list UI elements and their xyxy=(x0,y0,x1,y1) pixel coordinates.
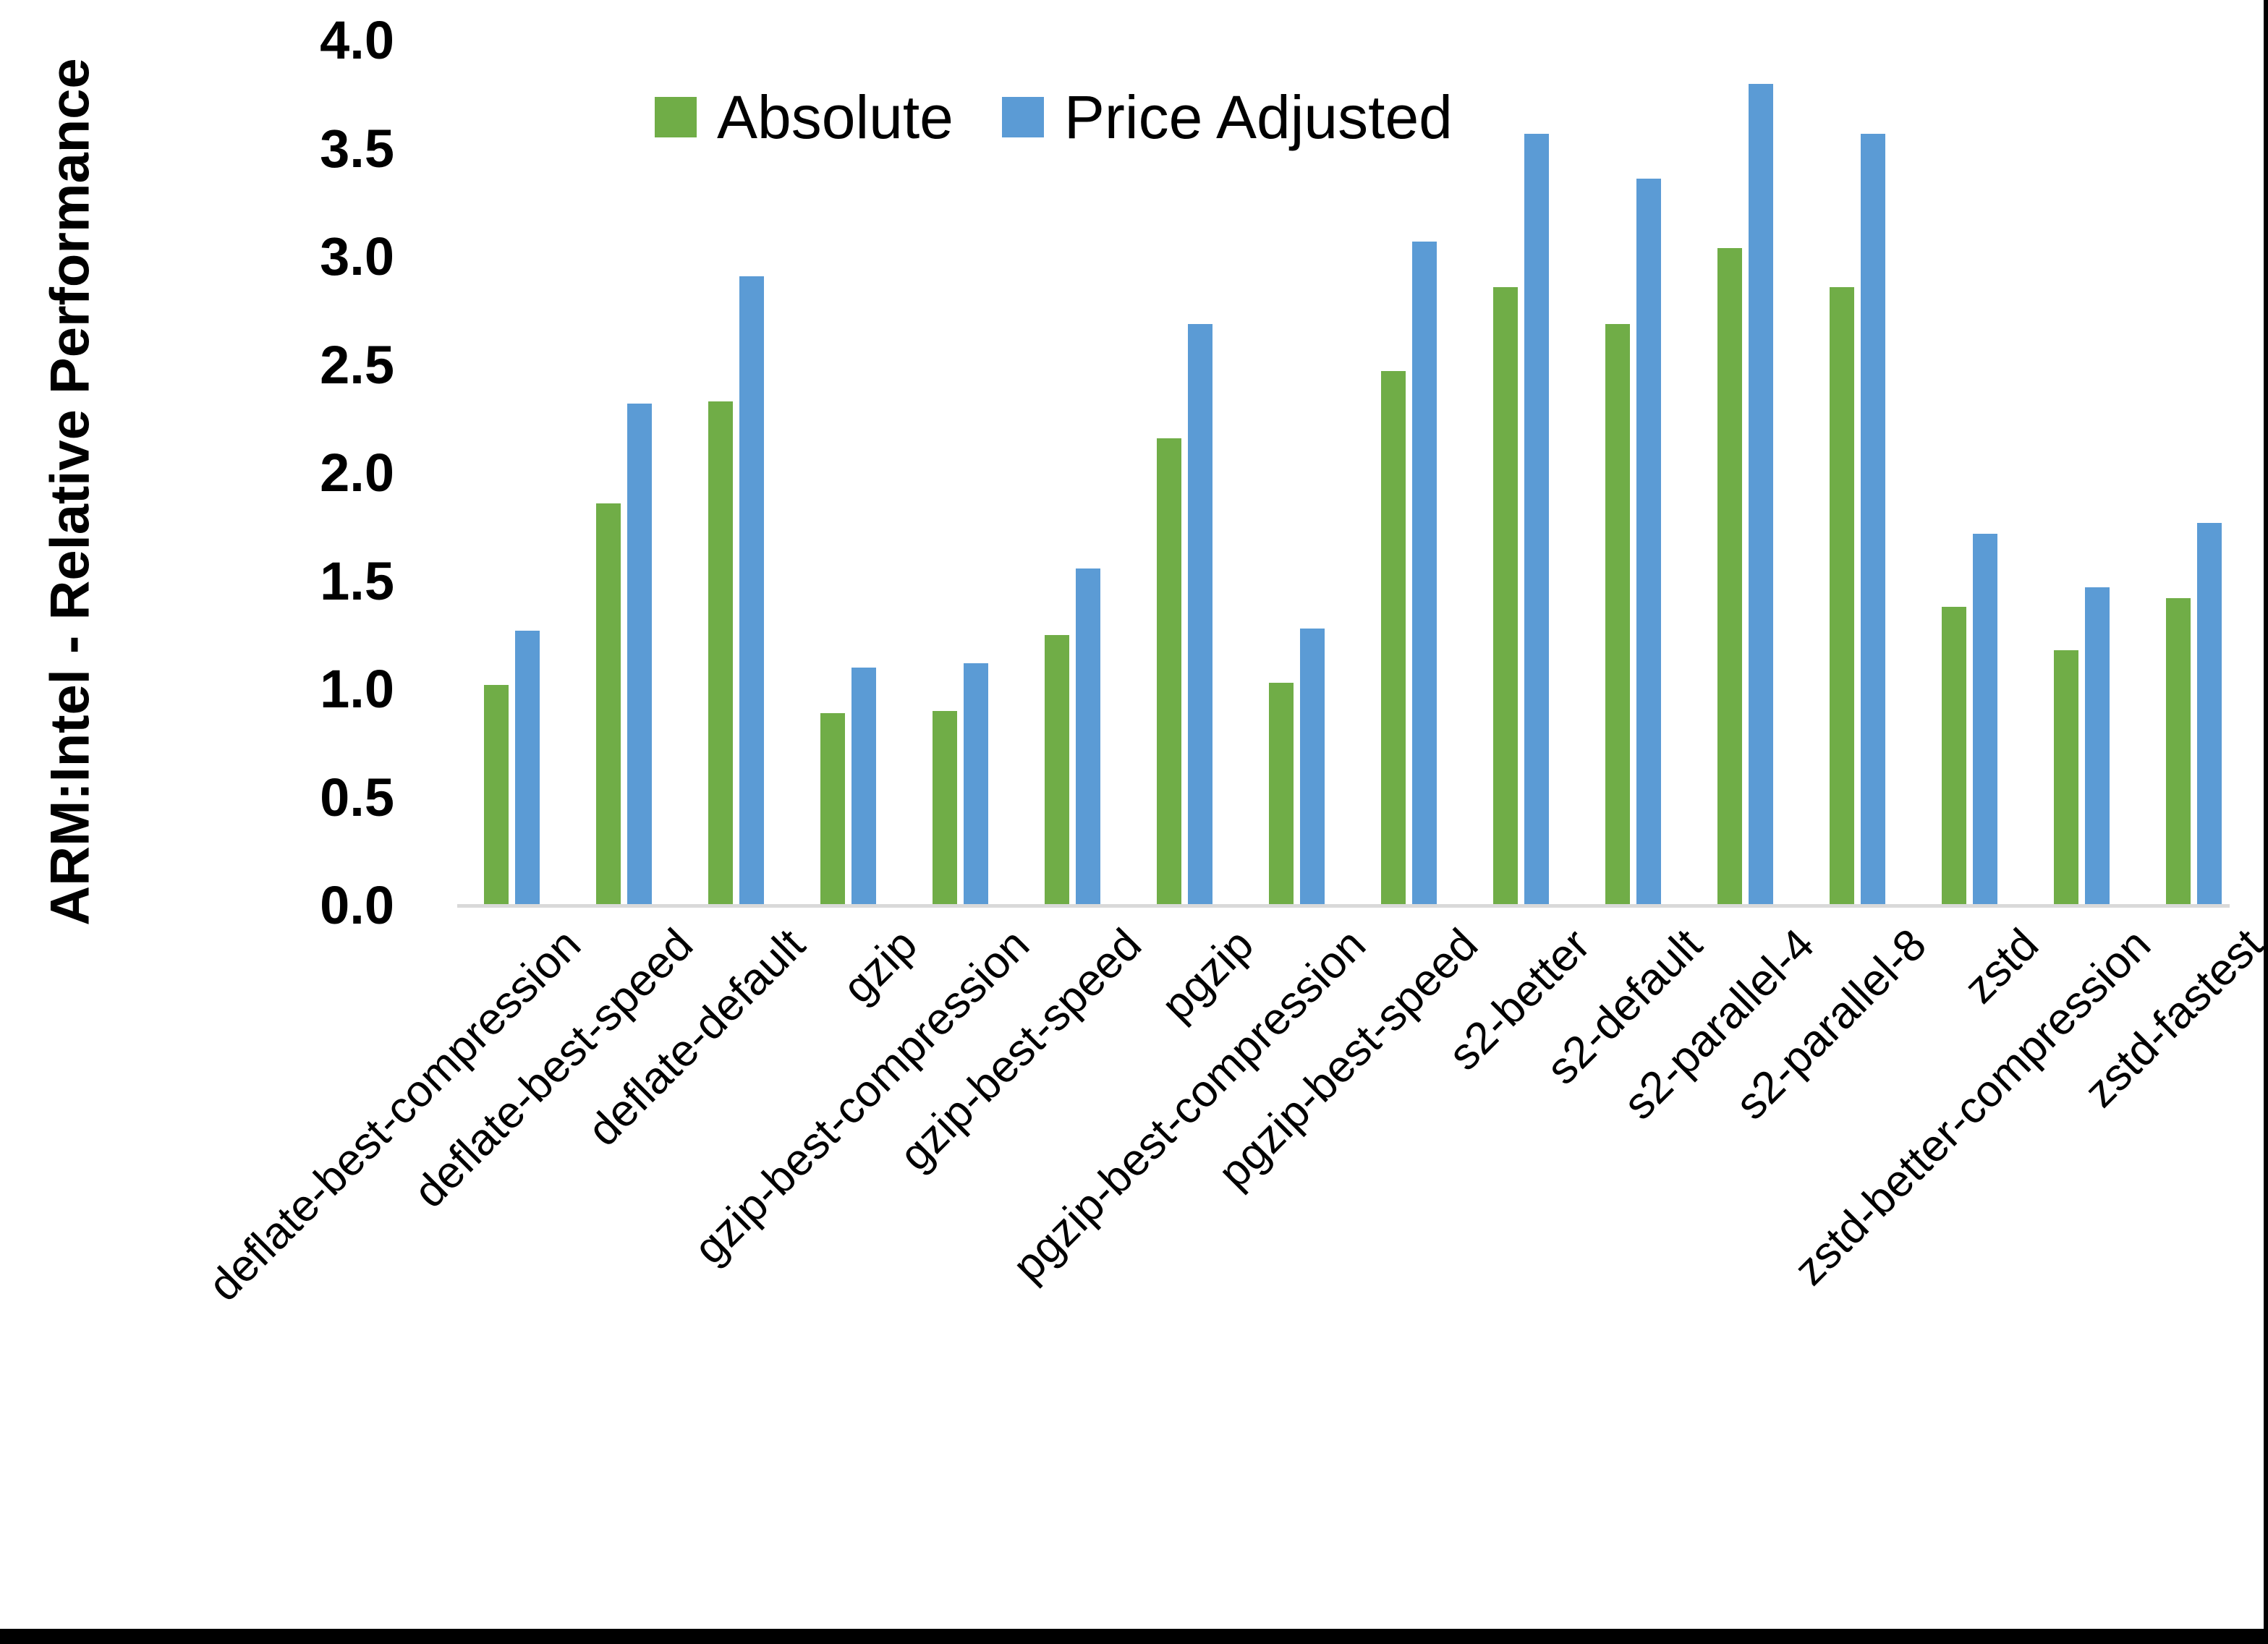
bar-absolute-s2-better xyxy=(1493,287,1518,906)
legend-item-absolute: Absolute xyxy=(655,82,954,153)
bar-absolute-s2-parallel-4 xyxy=(1717,248,1742,906)
y-tick-label: 4.0 xyxy=(320,10,394,70)
y-axis-title: ARM:Intel - Relative Performance xyxy=(39,58,101,926)
bar-price-adjusted-pgzip-best-compression xyxy=(1300,629,1325,906)
legend-swatch-icon xyxy=(1001,97,1044,137)
bar-price-adjusted-gzip-best-compression xyxy=(964,663,988,906)
bar-price-adjusted-s2-parallel-4 xyxy=(1749,84,1773,906)
bar-absolute-s2-parallel-8 xyxy=(1830,287,1854,906)
bar-price-adjusted-gzip-best-speed xyxy=(1076,568,1100,906)
bar-absolute-pgzip xyxy=(1157,438,1181,906)
bar-absolute-zstd-fastest xyxy=(2166,598,2191,906)
bar-price-adjusted-gzip xyxy=(851,668,876,906)
bar-absolute-gzip-best-compression xyxy=(933,711,957,906)
bar-price-adjusted-pgzip xyxy=(1188,324,1212,906)
bar-absolute-pgzip-best-speed xyxy=(1381,371,1406,906)
y-tick-label: 0.5 xyxy=(320,767,394,827)
bar-price-adjusted-s2-better xyxy=(1524,134,1549,906)
bar-absolute-zstd-better-compression xyxy=(2054,650,2078,906)
legend-label: Price Adjusted xyxy=(1063,82,1453,151)
y-tick-label: 0.0 xyxy=(320,875,394,935)
y-tick-label: 3.5 xyxy=(320,118,394,179)
bar-price-adjusted-zstd xyxy=(1973,534,1997,906)
x-axis-line xyxy=(457,904,2230,908)
bar-absolute-deflate-default xyxy=(708,401,733,906)
bar-price-adjusted-pgzip-best-speed xyxy=(1412,242,1437,906)
screenshot-border-right xyxy=(2264,0,2268,1644)
bar-absolute-gzip-best-speed xyxy=(1045,635,1069,906)
bar-absolute-s2-default xyxy=(1605,324,1630,906)
y-tick-label: 2.5 xyxy=(320,334,394,395)
bar-price-adjusted-deflate-best-compression xyxy=(515,631,540,906)
bar-absolute-pgzip-best-compression xyxy=(1269,683,1294,906)
bar-price-adjusted-s2-default xyxy=(1636,179,1661,906)
legend: Absolute Price Adjusted xyxy=(655,83,1453,151)
bar-price-adjusted-zstd-better-compression xyxy=(2085,587,2110,906)
bar-absolute-gzip xyxy=(820,713,845,906)
y-tick-label: 2.0 xyxy=(320,443,394,503)
bar-absolute-deflate-best-compression xyxy=(484,685,509,906)
screenshot-border-bottom xyxy=(0,1629,2268,1644)
bar-absolute-deflate-best-speed xyxy=(596,503,621,906)
bar-absolute-zstd xyxy=(1942,607,1966,906)
bar-price-adjusted-zstd-fastest xyxy=(2197,523,2222,906)
bar-price-adjusted-deflate-best-speed xyxy=(627,404,652,906)
bar-price-adjusted-deflate-default xyxy=(739,276,764,906)
y-tick-label: 3.0 xyxy=(320,226,394,286)
legend-swatch-icon xyxy=(655,97,697,137)
legend-label: Absolute xyxy=(717,82,954,151)
y-tick-label: 1.5 xyxy=(320,550,394,611)
y-tick-label: 1.0 xyxy=(320,659,394,719)
legend-item-price-adjusted: Price Adjusted xyxy=(1001,82,1453,153)
bar-price-adjusted-s2-parallel-8 xyxy=(1861,134,1885,906)
